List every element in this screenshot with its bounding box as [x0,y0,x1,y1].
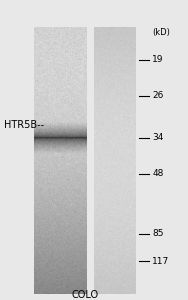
Text: 48: 48 [152,169,164,178]
Text: (kD): (kD) [152,28,170,38]
Text: 34: 34 [152,134,164,142]
Text: 117: 117 [152,256,170,266]
Text: 85: 85 [152,230,164,238]
Text: COLO: COLO [71,290,98,300]
Text: HTR5B--: HTR5B-- [4,119,44,130]
Text: 19: 19 [152,56,164,64]
Text: 26: 26 [152,92,164,100]
